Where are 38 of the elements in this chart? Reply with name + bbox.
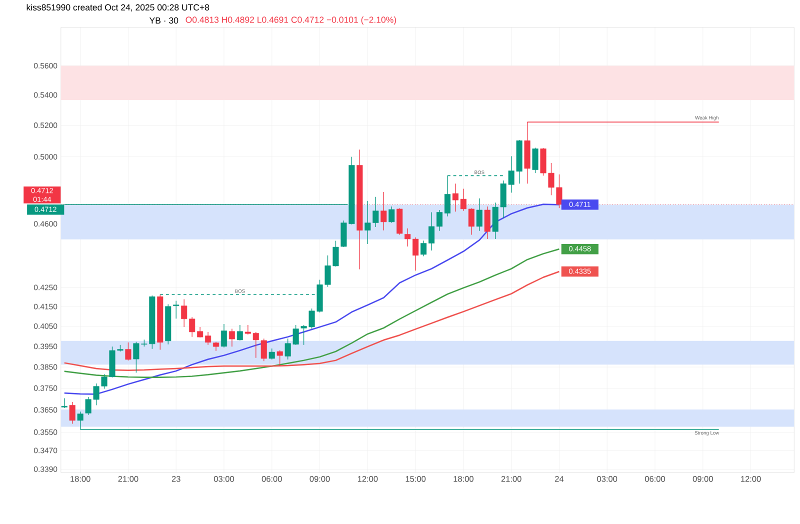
- candlestick: [69, 401, 76, 424]
- chart-subtitle: O0.4813 H0.4892 L0.4691 C0.4712 −0.0101 (−2.10%): [186, 16, 396, 24]
- candlestick: [61, 398, 68, 408]
- candlestick: [236, 324, 243, 341]
- x-tick-label: 12:00: [358, 476, 378, 482]
- candlestick: [428, 212, 435, 251]
- candlestick: [268, 348, 275, 360]
- x-tick-label: 23: [172, 476, 180, 482]
- x-tick-label: 15:00: [406, 476, 426, 482]
- x-tick-label: 21:00: [118, 476, 138, 482]
- candlestick: [220, 324, 228, 348]
- candlestick: [532, 147, 538, 174]
- x-tick-label: 09:00: [310, 476, 330, 482]
- candlestick: [420, 240, 427, 256]
- candlestick: [173, 300, 180, 319]
- x-tick-label: 06:00: [644, 476, 666, 482]
- x-tick-label: 06:00: [262, 476, 282, 482]
- x-tick-label: 24: [555, 476, 564, 482]
- candlestick: [276, 350, 283, 366]
- chart-title: YB · 30: [149, 17, 178, 24]
- x-tick-label: 12:00: [741, 476, 761, 482]
- x-tick-label: 18:00: [70, 476, 90, 482]
- candlestick: [436, 209, 443, 232]
- candlestick: [388, 206, 395, 223]
- x-tick-label: 18:00: [454, 476, 474, 482]
- line-series: [64, 248, 560, 378]
- candlestick: [380, 191, 387, 231]
- x-tick-label: 03:00: [214, 476, 234, 482]
- candlestick: [205, 331, 212, 346]
- candlestick: [476, 198, 482, 232]
- candlestick: [125, 342, 132, 361]
- x-tick-label: 09:00: [692, 476, 713, 482]
- candlestick: [484, 206, 490, 240]
- candlestick: [212, 341, 220, 352]
- candlestick: [228, 328, 235, 347]
- x-tick-label: 21:00: [501, 476, 522, 482]
- text: kiss851990 created Oct 24, 2025 00:28 UTC+8: [26, 4, 210, 12]
- x-tick-label: 03:00: [597, 476, 618, 482]
